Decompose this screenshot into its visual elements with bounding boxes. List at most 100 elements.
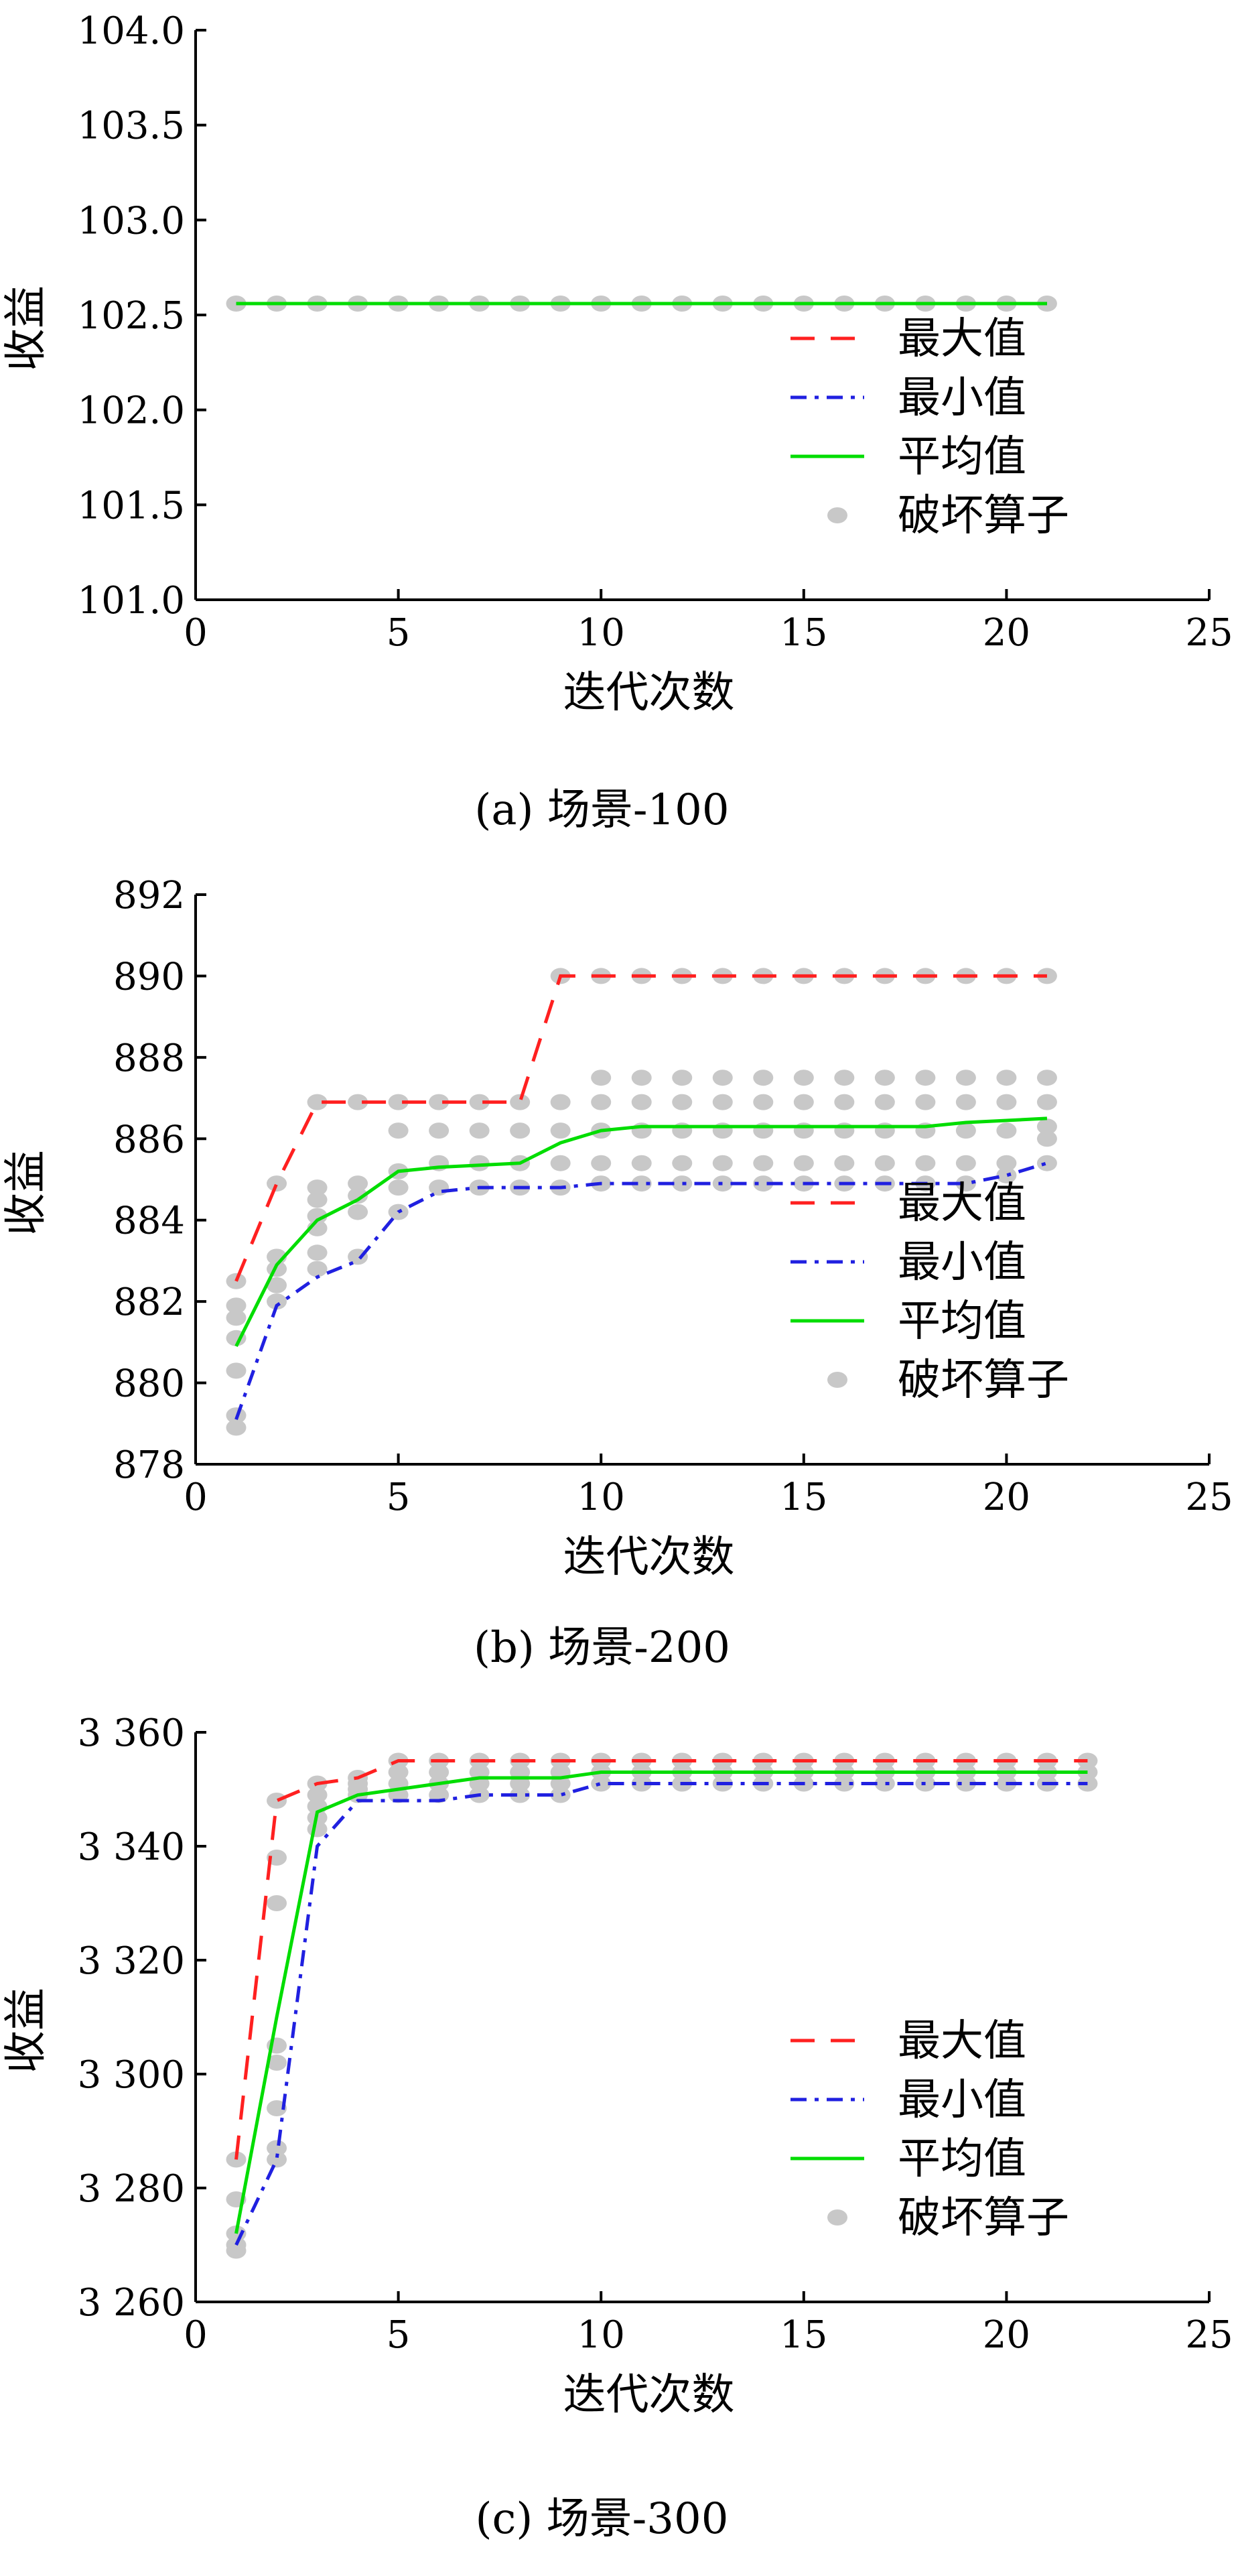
legend-swatch-points [827,2209,847,2226]
scatter-point [672,1155,693,1171]
y-tick-label: 101.0 [78,579,185,623]
scatter-point [307,1821,328,1838]
y-tick-label: 880 [113,1362,185,1406]
x-tick-label: 15 [780,1476,827,1519]
scatter-point [510,1122,531,1139]
scatter-point [996,1070,1017,1086]
chart-panel-a: 0 5 10 15 20 25 101.0 101.5 102.0 102.5 103.0 103.5… [0,0,1238,864]
scatter-point [550,1122,571,1139]
scatter-point [307,1192,328,1208]
scatter-point [226,1309,247,1326]
y-tick-label: 890 [113,955,185,999]
scatter-point [631,1775,652,1792]
scatter-point [267,2100,287,2116]
scatter-point [672,1175,693,1192]
scatter-point [915,1155,936,1171]
scatter-point [631,1175,652,1192]
x-tick-label: 0 [184,2313,208,2357]
legend-label-min: 最小值 [898,2075,1026,2125]
scatter-point [834,1070,855,1086]
scatter-point [267,1293,287,1310]
scatter-point [955,1155,976,1171]
scatter-point [631,1094,652,1110]
y-tick-label: 102.5 [78,294,185,338]
chart-panel-b: 0 5 10 15 20 25 878 880 882 884 886 888 890 892 迭代次数 收益… [0,864,1238,1702]
x-axis-label: 迭代次数 [563,1533,735,1582]
scatter-point [226,1362,247,1379]
scatter-point [996,1122,1017,1139]
scatter-point [996,1155,1017,1171]
y-tick-label: 102.0 [78,389,185,433]
scatter-point [267,1277,287,1293]
scatter-point [793,1094,814,1110]
x-tick-label: 20 [983,1476,1030,1519]
chart-caption: (a) 场景-100 [474,785,729,835]
x-tick-label: 10 [577,1476,625,1519]
series-line-avg [234,1116,1048,1348]
scatter-point [348,1175,368,1192]
x-tick-label: 5 [387,1476,411,1519]
scatter-point [226,1419,247,1436]
scatter-point [955,1775,976,1792]
scatter-point [915,1094,936,1110]
scatter-point [429,1764,450,1781]
scatter-point [307,1787,328,1803]
series-line-min [234,1161,1048,1421]
scatter-point [307,1094,328,1110]
scatter-point [874,1775,895,1792]
chart-svg: 0 5 10 15 20 25 3 260 3 280 3 300 3 320 3 340 3 360… [1,1712,1233,2544]
scatter-point [631,1070,652,1086]
scatter-point [348,1204,368,1220]
scatter-point [307,1261,328,1277]
scatter-point [753,1094,774,1110]
y-tick-label: 882 [113,1281,185,1324]
scatter-point [550,1155,571,1171]
scatter-point [712,1070,733,1086]
scatter-point [267,2151,287,2168]
y-axis-label: 收益 [1,1988,51,2073]
x-tick-label: 10 [577,2313,625,2357]
scatter-point [591,1775,612,1792]
x-tick-label: 20 [983,2313,1030,2357]
scatter-point [469,1094,490,1110]
scatter-point [834,1155,855,1171]
x-axis-label: 迭代次数 [563,668,735,718]
scatter-point [955,1122,976,1139]
scatter-point [874,1155,895,1171]
y-tick-label: 101.5 [78,484,185,527]
scatter-point [672,1070,693,1086]
scatter-point [712,1175,733,1192]
y-tick-label: 884 [113,1200,185,1243]
x-tick-label: 5 [387,2313,411,2357]
scatter-point [550,1094,571,1110]
scatter-point [307,1179,328,1196]
x-tick-label: 20 [983,611,1030,655]
y-tick-label: 3 320 [78,1939,185,1983]
scatter-point [307,1208,328,1224]
scatter-point [469,1155,490,1171]
x-axis-label: 迭代次数 [563,2370,735,2420]
y-tick-label: 3 360 [78,1712,185,1755]
scatter-point [226,1297,247,1314]
legend-label-points: 破坏算子 [898,2193,1069,2243]
y-tick-label: 3 280 [78,2167,185,2211]
x-tick-label: 0 [184,1476,208,1519]
y-tick-label: 104.0 [78,9,185,53]
scatter-point [915,1070,936,1086]
scatter-point [955,1094,976,1110]
scatter-point [469,1122,490,1139]
scatter-point [429,1179,450,1196]
series-line-avg [234,1770,1088,2234]
scatter-point [1036,1118,1057,1135]
series-line-min [234,1782,1088,2246]
scatter-point [429,1094,450,1110]
scatter-point [955,1175,976,1192]
legend-label-max: 最大值 [898,314,1026,364]
scatter-point [226,2242,247,2259]
scatter-point [955,1070,976,1086]
scatter-point [550,1787,571,1803]
legend-label-min: 最小值 [898,1238,1026,1287]
y-tick-label: 3 300 [78,2053,185,2097]
